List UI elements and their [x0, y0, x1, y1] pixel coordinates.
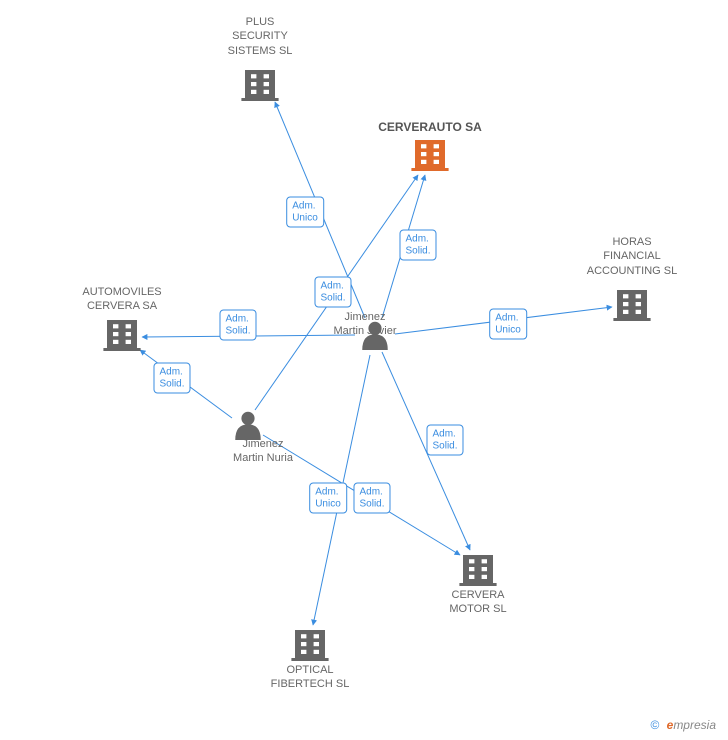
footer-attribution: © empresia [650, 718, 716, 732]
building-icon [411, 140, 448, 171]
person-icon [362, 322, 388, 350]
diagram-canvas [0, 0, 728, 740]
building-icon [241, 70, 278, 101]
edge-nuria-cerverauto [255, 175, 418, 410]
edge-javier-plus_security [275, 102, 365, 318]
edge-javier-cervera_motor [382, 352, 470, 550]
edge-nuria-automoviles [140, 350, 232, 418]
building-icon [291, 630, 328, 661]
edge-nuria-cervera_motor [263, 435, 460, 555]
edge-javier-automoviles [142, 335, 355, 337]
person-icon [235, 412, 261, 440]
building-icon [613, 290, 650, 321]
brand-rest: mpresia [673, 718, 716, 732]
edge-javier-horas [395, 307, 612, 334]
edge-javier-optical [313, 355, 370, 625]
building-icon [103, 320, 140, 351]
copyright-symbol: © [650, 718, 659, 732]
building-icon [459, 555, 496, 586]
